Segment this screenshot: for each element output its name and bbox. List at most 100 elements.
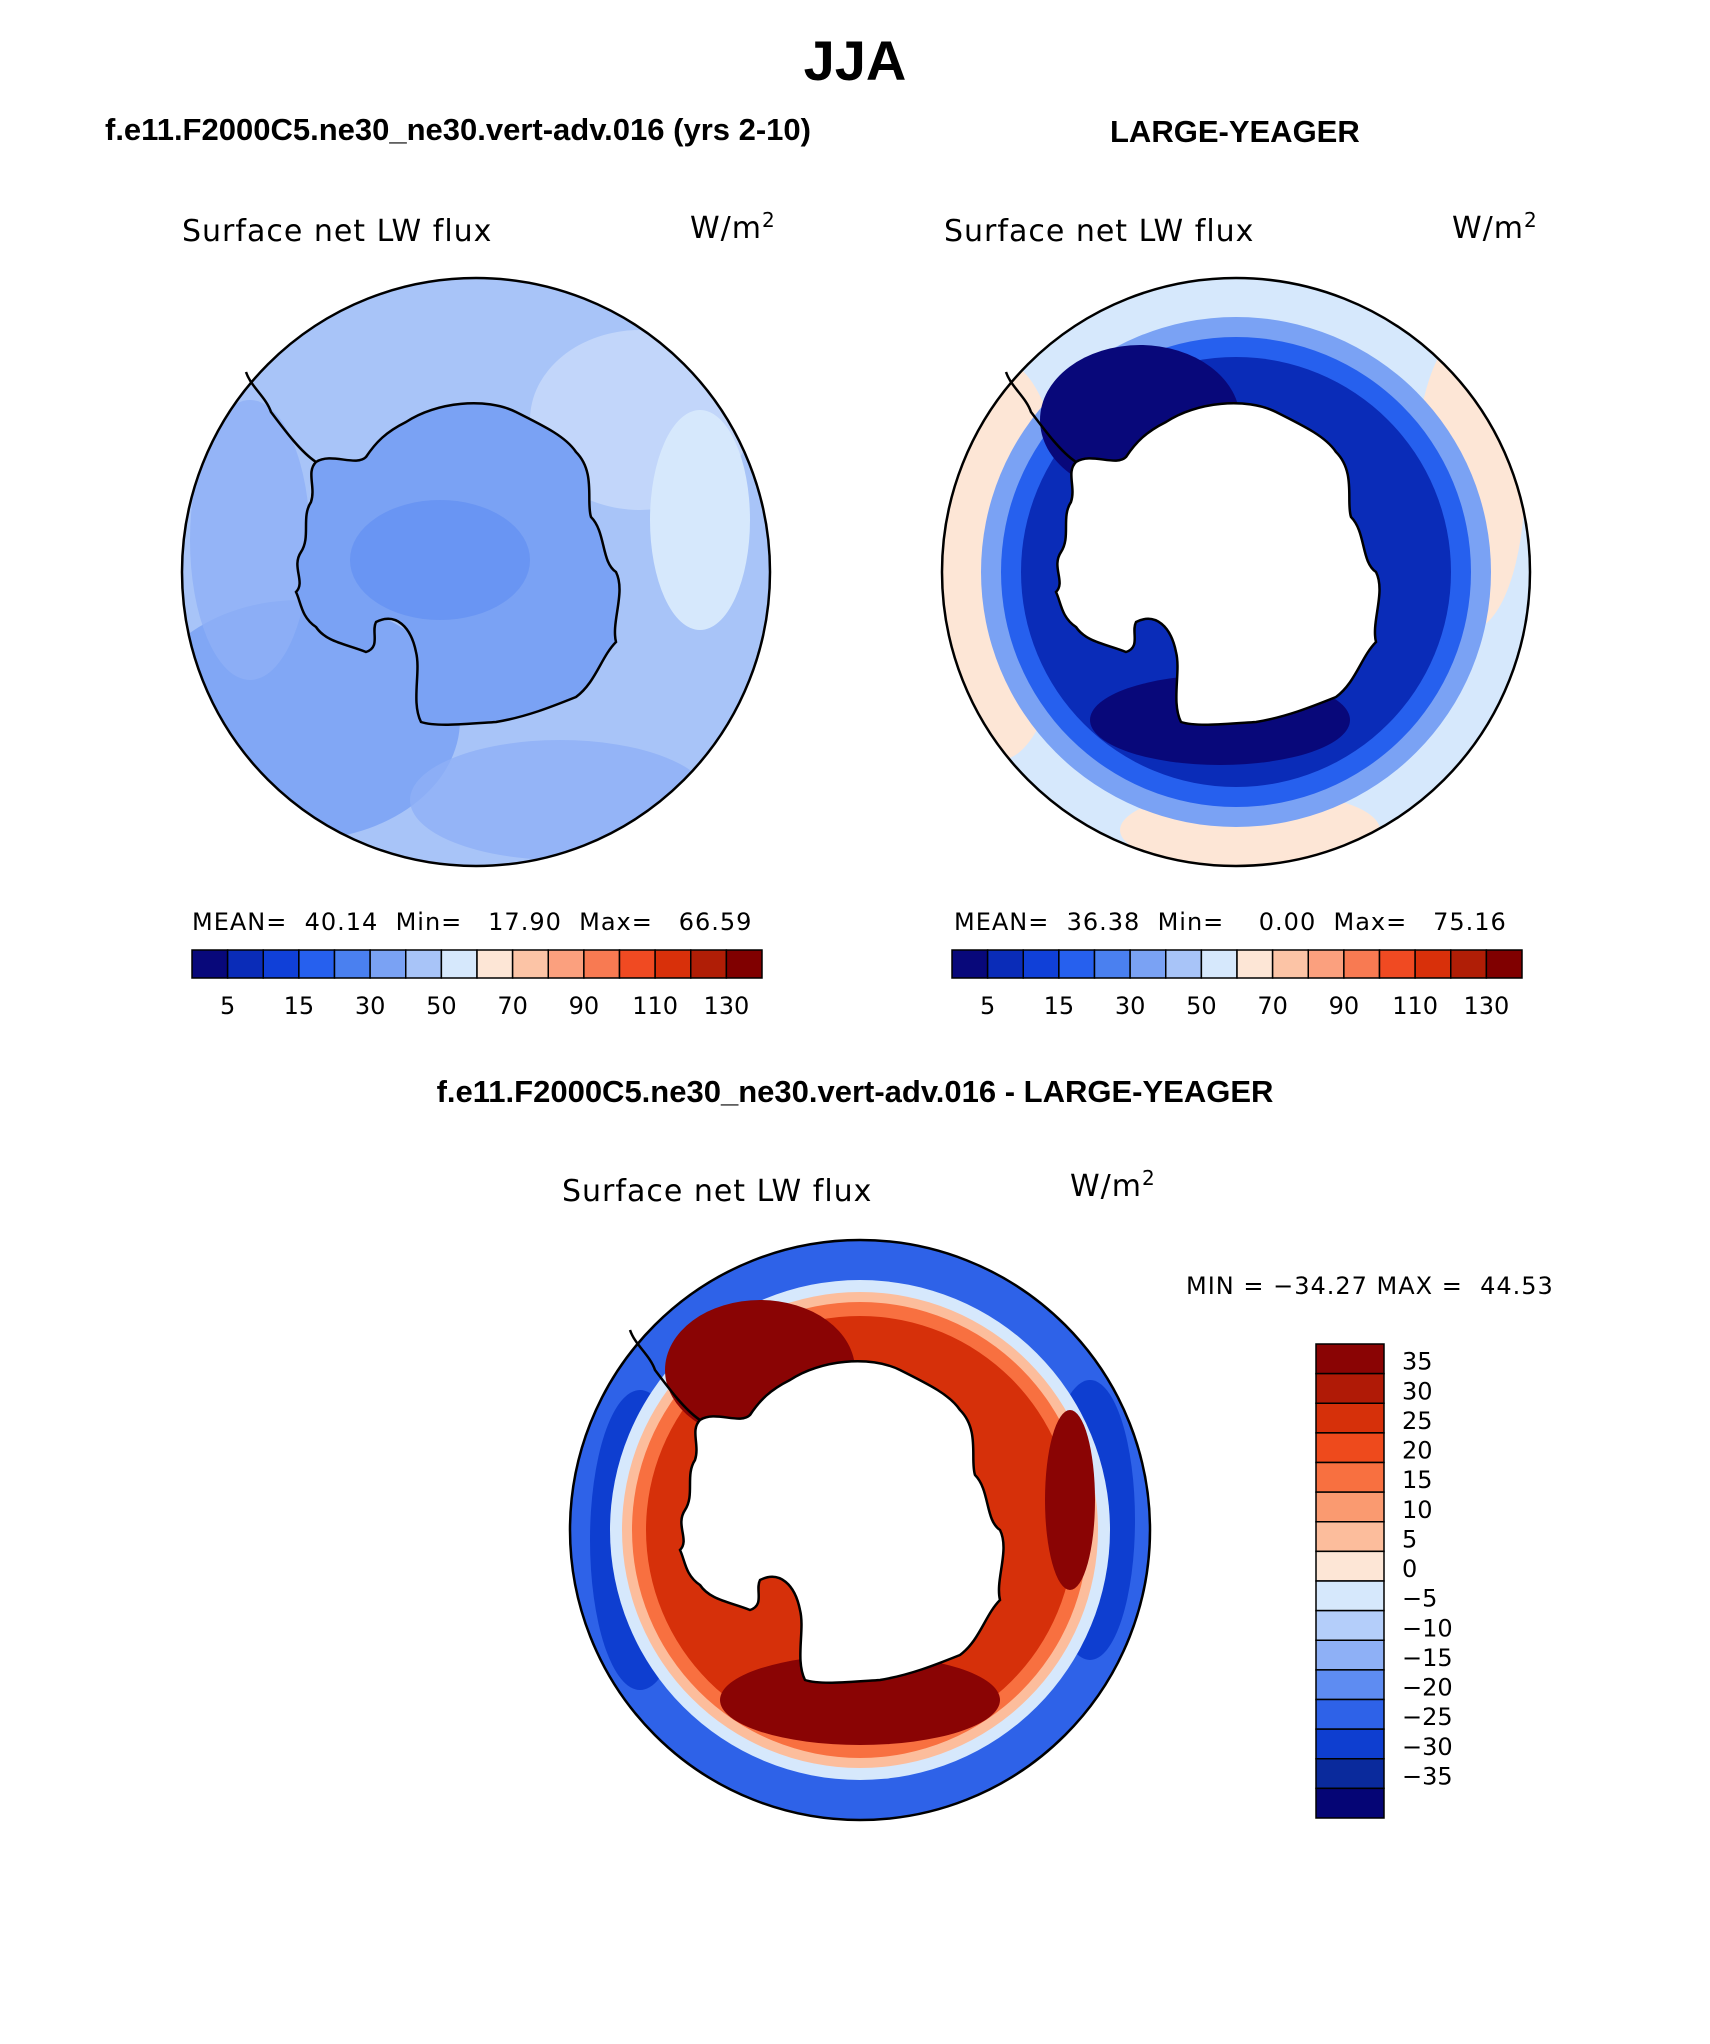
diff-colorbar-label: −15 (1402, 1644, 1453, 1672)
difference-title: f.e11.F2000C5.ne30_ne30.vert-adv.016 - L… (436, 1074, 1274, 1109)
left-map (180, 276, 772, 868)
left-panel-stats: MEAN= 40.14 Min= 17.90 Max= 66.59 (192, 908, 753, 936)
left-colorbar-swatch (226, 949, 264, 979)
left-map-region (410, 740, 710, 860)
diff-colorbar-label: 10 (1402, 1496, 1433, 1524)
right-colorbar-swatch (1343, 949, 1381, 979)
diff-colorbar-swatch (1315, 1609, 1385, 1641)
right-colorbar-label: 90 (1329, 992, 1360, 1020)
diff-colorbar-label: 35 (1402, 1348, 1433, 1376)
left-colorbar-swatch (298, 949, 336, 979)
diff-colorbar-swatch (1315, 1372, 1385, 1404)
diff-map-border (568, 1238, 1152, 1822)
diff-colorbar-swatch (1315, 1669, 1385, 1701)
right-colorbar-label: 50 (1186, 992, 1217, 1020)
diff-colorbar-label: −35 (1402, 1762, 1453, 1790)
right-colorbar-swatch (951, 949, 989, 979)
diff-panel-stats: MIN = −34.27 MAX = 44.53 (1186, 1272, 1554, 1300)
left-colorbar-label: 90 (569, 992, 600, 1020)
left-colorbar-label: 30 (355, 992, 386, 1020)
left-colorbar-swatch (725, 949, 763, 979)
right-colorbar-label: 15 (1044, 992, 1075, 1020)
left-colorbar-swatch (369, 949, 407, 979)
diff-map (568, 1238, 1152, 1822)
diff-colorbar-swatch (1315, 1343, 1385, 1375)
right-map (940, 276, 1532, 868)
right-colorbar-label: 130 (1463, 992, 1509, 1020)
right-panel-stats: MEAN= 36.38 Min= 0.00 Max= 75.16 (954, 908, 1507, 936)
season-title: JJA (803, 29, 907, 92)
diff-colorbar-swatch (1315, 1787, 1385, 1819)
diff-colorbar-swatch (1315, 1580, 1385, 1612)
right-colorbar-swatch (1450, 949, 1488, 979)
left-colorbar-swatch (440, 949, 478, 979)
right-colorbar-swatch (1271, 949, 1309, 979)
right-colorbar-swatch (1058, 949, 1096, 979)
right-panel-units: W/m2 (1452, 208, 1538, 246)
right-map-border (940, 276, 1532, 868)
diff-panel-variable: Surface net LW flux (562, 1174, 873, 1209)
diff-colorbar-label: −5 (1402, 1585, 1437, 1613)
left-colorbar-label: 70 (497, 992, 528, 1020)
diff-colorbar-swatch (1315, 1728, 1385, 1760)
diff-colorbar-label: −25 (1402, 1703, 1453, 1731)
left-colorbar-label: 110 (632, 992, 678, 1020)
right-colorbar-swatch (1022, 949, 1060, 979)
case-title-left: f.e11.F2000C5.ne30_ne30.vert-adv.016 (yr… (105, 112, 811, 147)
right-colorbar-swatch (986, 949, 1024, 979)
right-colorbar: 5 15 30 50 70 90 110 130 (951, 949, 1523, 1020)
left-colorbar-swatch (511, 949, 549, 979)
diff-map-region (720, 1655, 1000, 1745)
right-colorbar-label: 70 (1257, 992, 1288, 1020)
diff-colorbar-label: −10 (1402, 1614, 1453, 1642)
right-colorbar-swatch (1200, 949, 1238, 979)
left-map-region (190, 400, 310, 680)
left-colorbar-label: 15 (284, 992, 315, 1020)
right-colorbar-swatch (1165, 949, 1203, 979)
diff-colorbar-swatch (1315, 1758, 1385, 1790)
right-colorbar-swatch (1093, 949, 1131, 979)
right-colorbar-swatch (1378, 949, 1416, 979)
right-colorbar-swatch (1414, 949, 1452, 979)
right-colorbar-swatch (1236, 949, 1274, 979)
left-colorbar-swatch (618, 949, 656, 979)
left-colorbar-swatch (690, 949, 728, 979)
diff-colorbar-swatch (1315, 1698, 1385, 1730)
right-colorbar-swatch (1129, 949, 1167, 979)
left-panel-variable: Surface net LW flux (182, 214, 493, 249)
right-colorbar-swatch (1485, 949, 1523, 979)
diff-colorbar-label: 15 (1402, 1466, 1433, 1494)
left-colorbar-label: 130 (703, 992, 749, 1020)
left-map-border (180, 276, 772, 868)
left-colorbar-swatch (547, 949, 585, 979)
diff-colorbar-swatch (1315, 1639, 1385, 1671)
diff-map-region (1045, 1410, 1095, 1590)
diff-panel-units: W/m2 (1070, 1166, 1156, 1204)
right-colorbar-swatch (1307, 949, 1345, 979)
left-panel-units: W/m2 (690, 208, 776, 246)
right-colorbar-label: 110 (1392, 992, 1438, 1020)
left-map-region (350, 500, 530, 620)
left-colorbar-swatch (191, 949, 229, 979)
left-map-region (650, 410, 750, 630)
diff-colorbar-swatch (1315, 1402, 1385, 1434)
left-colorbar-swatch (654, 949, 692, 979)
left-colorbar-swatch (262, 949, 300, 979)
right-panel-variable: Surface net LW flux (944, 214, 1255, 249)
diff-colorbar-swatch (1315, 1432, 1385, 1464)
right-colorbar-label: 5 (980, 992, 995, 1020)
left-colorbar-swatch (476, 949, 514, 979)
diff-colorbar-label: −30 (1402, 1733, 1453, 1761)
left-colorbar-label: 5 (220, 992, 235, 1020)
diff-colorbar-label: 5 (1402, 1525, 1417, 1553)
diff-colorbar-swatch (1315, 1491, 1385, 1523)
diff-colorbar-label: 20 (1402, 1437, 1433, 1465)
diff-colorbar-swatch (1315, 1521, 1385, 1553)
left-colorbar-label: 50 (426, 992, 457, 1020)
case-title-right: LARGE-YEAGER (1110, 114, 1360, 149)
diff-colorbar-label: 0 (1402, 1555, 1417, 1583)
left-colorbar: 5 15 30 50 70 90 110 130 (191, 949, 763, 1020)
left-colorbar-swatch (583, 949, 621, 979)
